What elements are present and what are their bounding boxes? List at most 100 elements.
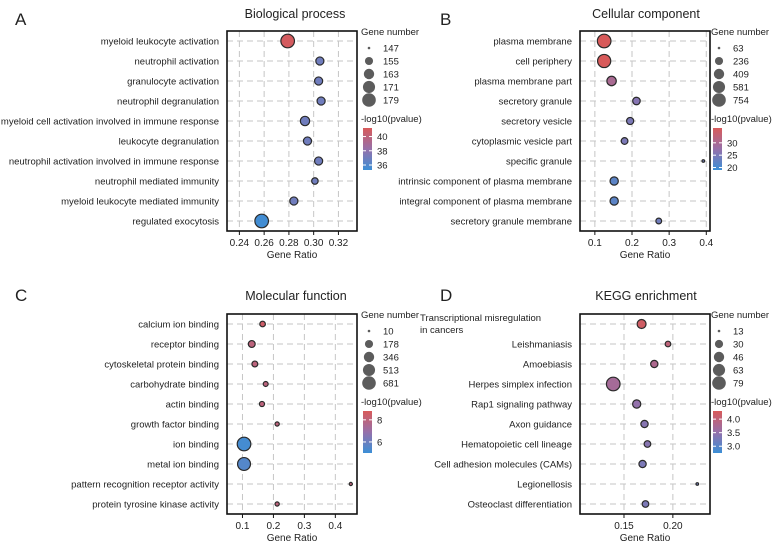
data-point	[596, 33, 612, 49]
data-point	[643, 440, 652, 448]
data-point	[258, 400, 266, 408]
colorbar-tick-label: 38	[377, 146, 388, 157]
size-legend-title: Gene number	[361, 27, 419, 38]
panel-title: Cellular component	[592, 7, 700, 21]
size-legend-value: 10	[383, 327, 394, 338]
category-label: receptor binding	[151, 340, 219, 351]
plot-frame	[226, 313, 358, 515]
category-label: neutrophil mediated immunity	[95, 177, 219, 188]
size-legend-dot	[713, 351, 725, 363]
panel-label: B	[440, 10, 451, 29]
size-legend-dot	[713, 68, 725, 80]
category-label: integral component of plasma membrane	[399, 197, 572, 208]
size-legend-value: 681	[383, 379, 399, 390]
x-tick-label: 0.32	[329, 238, 349, 249]
category-label: Leishmaniasis	[512, 340, 572, 351]
category-label: specific granule	[506, 157, 572, 168]
data-point	[664, 340, 672, 348]
size-legend-value: 46	[733, 353, 744, 364]
data-point	[650, 359, 659, 369]
panel-title: Biological process	[245, 7, 346, 21]
x-tick-label: 0.4	[699, 238, 713, 249]
category-label: intrinsic component of plasma membrane	[398, 177, 572, 188]
size-legend-dot	[364, 339, 374, 349]
size-legend-value: 147	[383, 44, 399, 55]
data-point	[274, 421, 280, 427]
x-axis-label: Gene Ratio	[267, 250, 318, 261]
size-legend-dot	[712, 363, 726, 377]
category-label: metal ion binding	[147, 460, 219, 471]
category-label: Amoebiasis	[523, 360, 572, 371]
category-label: cell periphery	[516, 57, 573, 68]
category-label: secretory granule	[499, 97, 572, 108]
panel-label: A	[15, 10, 27, 29]
category-label: ion binding	[173, 440, 219, 451]
data-point	[262, 380, 269, 388]
data-point	[236, 456, 252, 472]
data-point	[299, 115, 311, 127]
category-label: myeloid leukocyte activation	[101, 37, 219, 48]
colorbar	[363, 128, 372, 170]
size-legend-value: 63	[733, 366, 744, 377]
size-legend-dot	[362, 93, 376, 107]
category-label: Cell adhesion molecules (CAMs)	[434, 460, 572, 471]
size-legend-value: 754	[733, 96, 749, 107]
size-legend-dot	[362, 376, 376, 390]
category-label: Rap1 signaling pathway	[471, 400, 572, 411]
colorbar-tick-label: 6	[377, 437, 382, 448]
color-legend-title: -log10(pvalue)	[361, 114, 422, 125]
category-label: myeloid cell activation involved in immu…	[1, 117, 219, 128]
data-point	[609, 196, 619, 206]
size-legend-value: 178	[383, 340, 399, 351]
x-tick-label: 0.4	[328, 521, 342, 532]
panel-c: C Molecular function calcium ion binding re…	[15, 286, 422, 543]
plot-frame	[579, 313, 711, 515]
size-legend-dot	[714, 56, 724, 66]
data-point	[251, 360, 259, 368]
color-legend-title: -log10(pvalue)	[711, 114, 772, 125]
size-legend-title: Gene number	[711, 27, 769, 38]
data-point	[316, 96, 326, 106]
panel-d: D KEGG enrichment Transcriptional misregul…	[420, 286, 772, 543]
size-legend-value: 171	[383, 83, 399, 94]
size-legend-dot	[712, 93, 726, 107]
size-legend-title: Gene number	[361, 310, 419, 321]
panel-b: B Cellular component plasma membrane cell p…	[398, 7, 771, 261]
size-legend-dot	[362, 80, 376, 94]
category-label: neutrophil activation	[135, 57, 220, 68]
colorbar-tick-label: 3.0	[727, 442, 740, 453]
size-legend-dot	[714, 339, 724, 349]
data-point	[625, 116, 635, 126]
panel-label: C	[15, 286, 27, 305]
colorbar-tick-label: 3.5	[727, 428, 740, 439]
data-point	[640, 419, 649, 429]
colorbar	[713, 411, 722, 453]
data-point	[274, 501, 280, 507]
x-tick-label: 0.20	[663, 521, 683, 532]
x-axis-label: Gene Ratio	[267, 533, 318, 543]
category-label: neutrophil activation involved in immune…	[9, 157, 219, 168]
size-legend-dot	[363, 68, 375, 80]
data-point	[605, 376, 621, 392]
panel-a: A Biological process myeloid leukocyte act…	[1, 7, 422, 261]
size-legend-dot	[364, 56, 374, 66]
data-point	[606, 75, 617, 87]
x-tick-label: 0.3	[297, 521, 311, 532]
panel-title: KEGG enrichment	[595, 289, 697, 303]
category-label: plasma membrane part	[474, 77, 572, 88]
category-label: Transcriptional misregulation in cancers	[420, 313, 541, 336]
category-label: myeloid leukocyte mediated immunity	[61, 197, 219, 208]
data-point	[632, 399, 642, 409]
size-legend-value: 79	[733, 379, 744, 390]
category-label: secretory vesicle	[501, 117, 572, 128]
color-legend-title: -log10(pvalue)	[361, 397, 422, 408]
size-legend-value: 346	[383, 353, 399, 364]
plot-frame	[226, 30, 358, 232]
size-legend-dot	[367, 329, 371, 333]
data-point	[632, 96, 641, 106]
size-legend-value: 513	[383, 366, 399, 377]
category-label: Legionellosis	[517, 480, 572, 491]
data-point	[609, 176, 619, 186]
data-point	[701, 159, 706, 163]
